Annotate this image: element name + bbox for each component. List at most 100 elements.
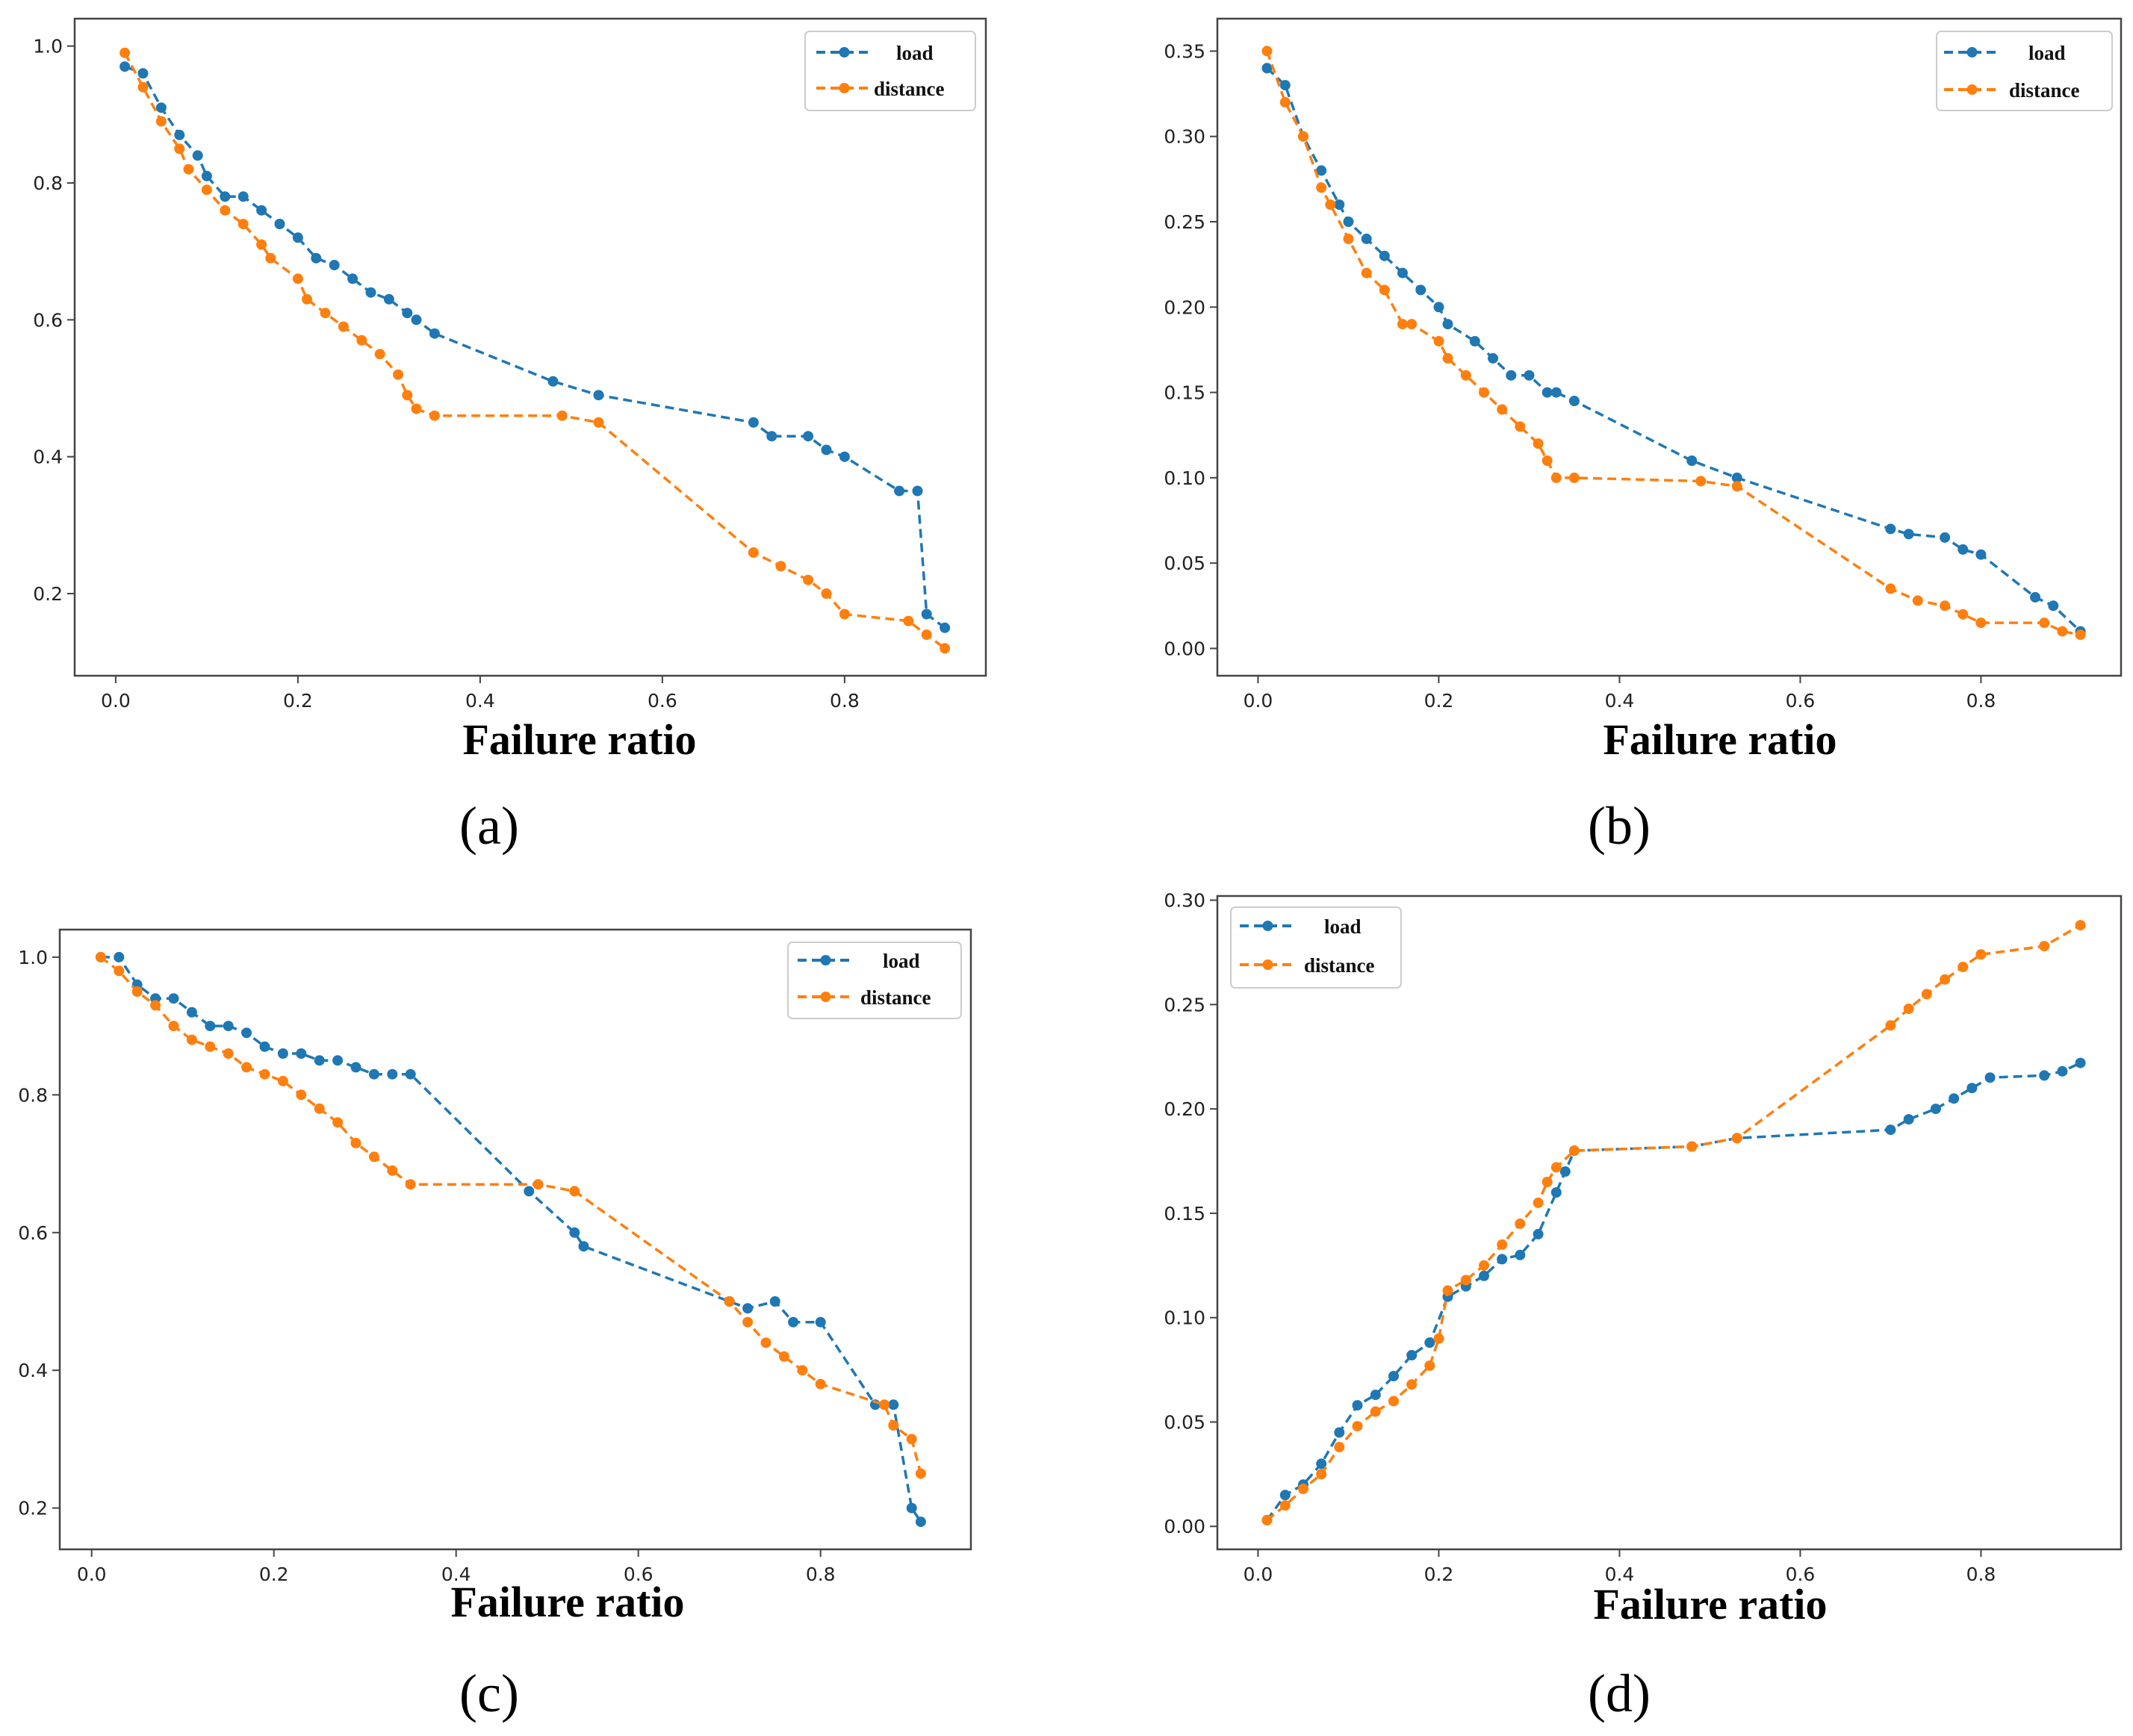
data-point-load [907, 1503, 917, 1513]
data-point-load [1533, 1229, 1544, 1239]
y-tick-label: 1.0 [18, 947, 48, 968]
data-point-distance [1533, 1198, 1544, 1208]
legend-label-distance: distance [874, 78, 945, 100]
y-tick-label: 0.05 [1164, 553, 1205, 574]
data-point-load [241, 1027, 252, 1038]
data-point-distance [776, 561, 786, 571]
data-point-load [156, 102, 167, 113]
data-point-load [1560, 1166, 1571, 1177]
legend-marker-load [821, 955, 831, 965]
data-point-load [1415, 284, 1426, 295]
data-point-load [202, 171, 212, 181]
data-point-distance [174, 143, 184, 154]
x-tick-label: 0.2 [1424, 1564, 1454, 1585]
data-point-load [138, 68, 149, 78]
data-point-distance [96, 952, 106, 962]
data-point-load [1975, 550, 1986, 560]
data-point-distance [1406, 1379, 1417, 1390]
data-point-distance [223, 1048, 234, 1059]
data-point-load [1551, 388, 1562, 398]
data-point-load [296, 1048, 306, 1059]
x-tick-label: 0.2 [1424, 690, 1454, 712]
legend-marker-distance [1263, 959, 1273, 970]
data-point-distance [119, 48, 130, 58]
data-point-load [822, 445, 832, 455]
data-point-distance [265, 253, 276, 264]
data-point-distance [1316, 1469, 1326, 1479]
data-point-load [174, 130, 184, 140]
y-tick-label: 0.25 [1164, 994, 1205, 1015]
data-point-distance [138, 82, 149, 93]
y-tick-label: 0.30 [1164, 126, 1205, 148]
data-point-distance [839, 609, 850, 620]
data-point-load [1904, 529, 1914, 539]
data-point-load [916, 1516, 926, 1527]
y-tick-label: 0.05 [1164, 1411, 1205, 1433]
data-point-distance [1542, 1177, 1553, 1187]
data-point-distance [156, 116, 167, 127]
data-point-distance [132, 986, 143, 997]
plot-frame [1217, 896, 2121, 1549]
y-tick-label: 0.10 [1164, 467, 1205, 489]
data-point-distance [1904, 1004, 1914, 1014]
data-point-distance [1885, 1020, 1896, 1030]
plot-frame [75, 19, 986, 676]
x-tick-label: 0.2 [259, 1564, 289, 1585]
data-point-distance [1551, 473, 1562, 483]
data-point-distance [903, 616, 913, 626]
data-point-load [278, 1048, 288, 1059]
figure: 0.0 0.2 0.4 0.6 0.80.20.40.60.81.0 load dist… [0, 0, 2133, 1736]
data-point-distance [879, 1399, 889, 1410]
data-point-distance [1497, 404, 1507, 414]
data-point-distance [916, 1469, 926, 1479]
data-point-load [894, 486, 904, 497]
data-point-distance [205, 1042, 215, 1052]
y-tick-label: 0.00 [1164, 1516, 1205, 1537]
data-point-distance [1913, 595, 1923, 606]
data-point-distance [1379, 284, 1390, 295]
data-point-distance [822, 588, 832, 599]
data-point-distance [393, 370, 403, 380]
data-point-distance [1461, 1275, 1471, 1285]
data-point-distance [1280, 97, 1291, 108]
data-point-load [940, 623, 950, 633]
data-point-distance [922, 629, 932, 640]
data-point-load [406, 1069, 416, 1080]
x-tick-label: 0.8 [1966, 690, 1996, 712]
data-point-load [332, 1055, 343, 1065]
plot-frame [1217, 19, 2121, 676]
data-point-load [766, 431, 777, 441]
data-point-distance [369, 1151, 379, 1162]
legend-marker-load [1967, 47, 1978, 57]
data-point-distance [888, 1420, 898, 1431]
y-tick-label: 0.20 [1164, 296, 1205, 318]
data-point-distance [724, 1296, 735, 1307]
data-point-distance [293, 273, 303, 284]
data-point-distance [1686, 1142, 1697, 1152]
data-point-load [1280, 1490, 1291, 1500]
data-point-distance [1316, 182, 1326, 193]
data-point-load [1344, 217, 1354, 227]
data-point-distance [1298, 131, 1308, 142]
y-tick-label: 0.15 [1164, 1203, 1205, 1225]
data-point-distance [150, 1000, 161, 1010]
data-point-distance [742, 1317, 753, 1328]
data-point-load [412, 314, 422, 325]
data-point-distance [184, 164, 194, 175]
data-point-load [748, 417, 759, 428]
data-point-load [579, 1241, 589, 1251]
data-point-load [922, 609, 932, 620]
data-point-load [169, 993, 179, 1004]
data-point-load [256, 205, 267, 216]
data-point-load [569, 1228, 580, 1238]
data-point-distance [940, 643, 950, 653]
data-point-load [384, 294, 394, 305]
data-point-distance [748, 547, 759, 558]
data-point-distance [387, 1166, 397, 1176]
data-point-distance [2075, 629, 2086, 640]
data-point-load [402, 308, 412, 318]
plot-frame [60, 930, 971, 1549]
data-point-distance [1443, 1285, 1453, 1295]
data-point-load [888, 1399, 898, 1410]
panel-label: (c) [459, 1664, 519, 1723]
